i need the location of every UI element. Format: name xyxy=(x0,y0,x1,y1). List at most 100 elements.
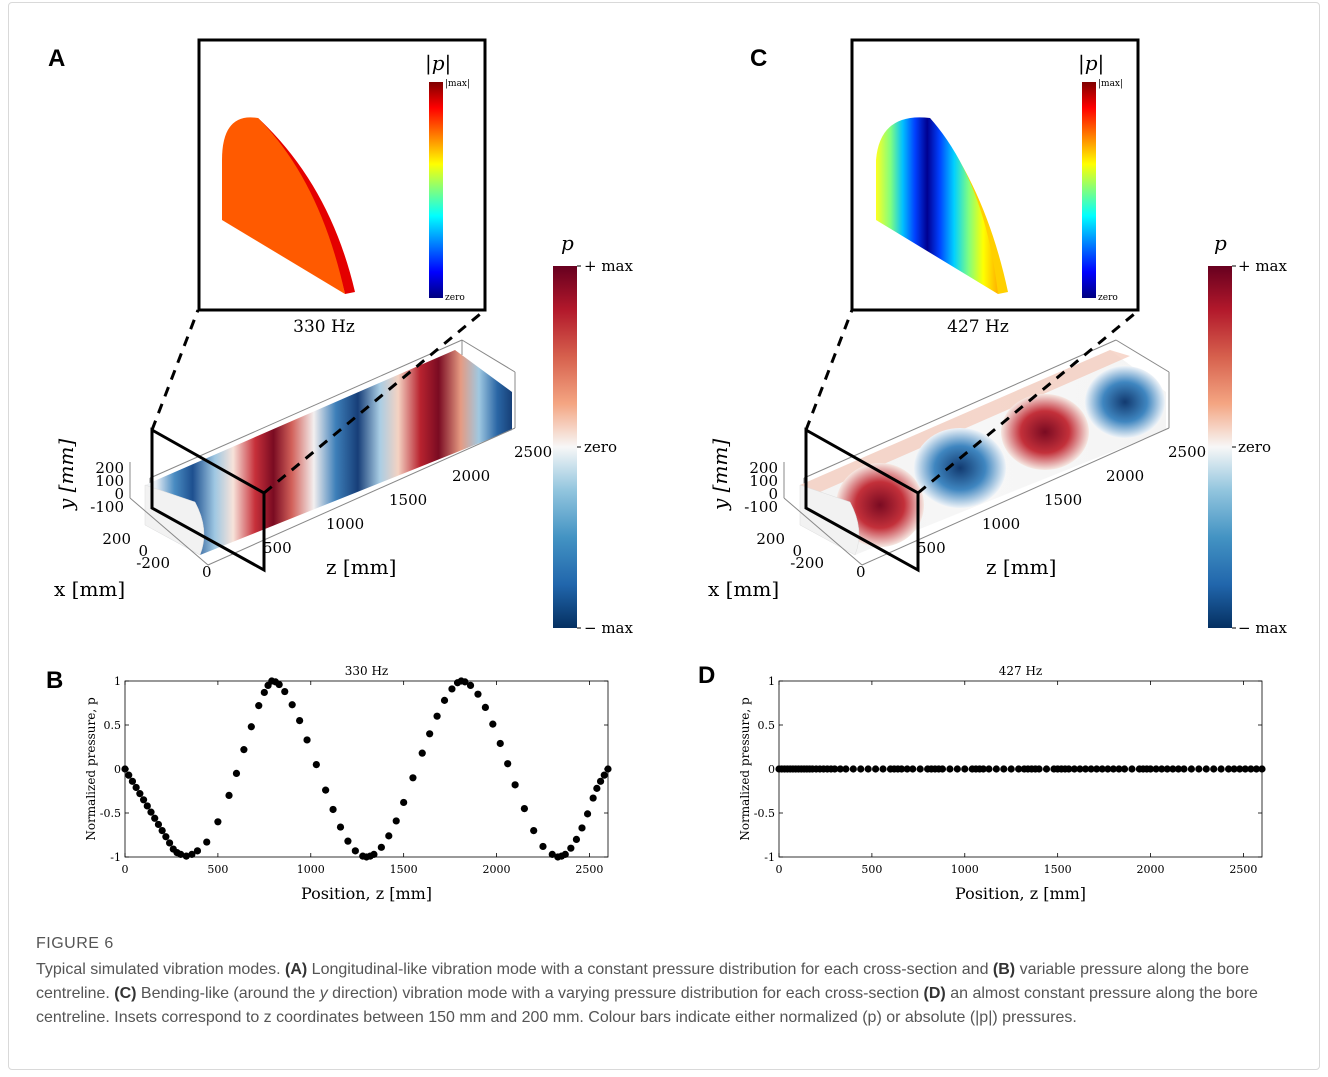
data-point xyxy=(232,769,241,778)
x-tick-c: 200 xyxy=(756,530,785,548)
data-point xyxy=(481,703,489,712)
data-point xyxy=(433,712,441,720)
data-point xyxy=(440,696,449,704)
axis-label-y-a: y [mm] xyxy=(54,439,78,511)
z-tick-c: 2500 xyxy=(1168,443,1206,461)
data-point xyxy=(370,850,378,858)
data-point xyxy=(255,702,263,710)
caption-text: variable pressure along the bore centrel… xyxy=(36,961,1250,1002)
data-point xyxy=(992,765,1000,773)
data-point xyxy=(143,802,151,810)
colorbar-a: p + max zero − max xyxy=(553,231,634,637)
caption-text: direction) vibration mode with a varying… xyxy=(327,985,924,1002)
data-point xyxy=(979,765,987,773)
y-tick-a: 100 xyxy=(95,472,124,490)
data-point xyxy=(1163,765,1171,773)
inset-c-frequency: 427 Hz xyxy=(947,317,1009,337)
data-point xyxy=(158,827,166,835)
y-tick-label: -0.5 xyxy=(100,807,121,820)
caption-text: Longitudinal-like vibration mode with a … xyxy=(307,961,993,978)
data-point xyxy=(1252,765,1261,773)
z-tick-a: 500 xyxy=(263,539,292,557)
x-tick-label: 1000 xyxy=(297,863,325,876)
x-tick-a: -200 xyxy=(136,554,170,572)
data-point xyxy=(496,739,504,748)
data-point xyxy=(147,808,155,816)
data-point xyxy=(177,850,185,858)
data-point xyxy=(1247,765,1255,773)
y-tick-label: -1 xyxy=(764,851,775,864)
data-point xyxy=(1081,765,1090,773)
inset-c-legend-title: |p| xyxy=(1078,51,1104,76)
y-tick-label: 0.5 xyxy=(104,719,122,732)
data-point xyxy=(985,765,993,773)
y-tick-label: 0 xyxy=(768,763,775,776)
data-point xyxy=(842,765,850,773)
data-point xyxy=(281,687,289,696)
colorbar-c-max: + max xyxy=(1238,257,1288,275)
data-point xyxy=(1202,765,1210,773)
data-point xyxy=(916,765,924,773)
y-tick-a: -100 xyxy=(90,498,124,516)
inset-a-legend-title: |p| xyxy=(425,51,451,76)
data-point xyxy=(162,833,170,841)
data-point xyxy=(132,783,140,792)
data-point xyxy=(831,765,839,773)
data-point xyxy=(275,680,283,689)
y-tick-c: 200 xyxy=(749,459,778,477)
data-point xyxy=(548,850,556,858)
data-point xyxy=(139,796,148,804)
caption-ref-a: (A) xyxy=(285,961,308,978)
x-tick-label: 0 xyxy=(776,863,783,876)
axis-label-y-c: y [mm] xyxy=(708,439,732,511)
panel-letter-c: C xyxy=(750,45,767,72)
inset-a: |p| |max| zero xyxy=(197,38,487,312)
data-point xyxy=(857,765,865,773)
y-tick-label: 0 xyxy=(114,763,121,776)
x-tick-a: 200 xyxy=(102,530,131,548)
axis-label-x-a: x [mm] xyxy=(54,577,125,601)
data-point xyxy=(1109,765,1117,773)
data-point xyxy=(1169,765,1177,773)
inset-a-legend-max: |max| xyxy=(445,79,470,89)
data-point xyxy=(1128,765,1136,773)
caption-text: Bending-like (around the xyxy=(136,985,320,1002)
data-point xyxy=(1042,765,1051,773)
y-tick-c: -100 xyxy=(744,498,778,516)
chart-title: 330 Hz xyxy=(345,664,389,678)
x-tick-label: 2500 xyxy=(1229,863,1257,876)
data-point xyxy=(511,781,519,789)
x-tick-label: 500 xyxy=(207,863,228,876)
data-point xyxy=(1070,765,1078,773)
caption-text: an almost constant pressure along the bo… xyxy=(36,985,1258,1026)
data-point xyxy=(1174,765,1183,773)
data-point xyxy=(903,765,911,773)
data-point xyxy=(1093,765,1101,773)
y-tick-label: 0.5 xyxy=(758,719,776,732)
colorbar-a-mid: zero xyxy=(584,438,617,456)
data-point xyxy=(946,765,954,773)
data-point xyxy=(864,765,872,773)
x-axis-label: Position, z [mm] xyxy=(955,884,1086,903)
z-tick-c: 500 xyxy=(917,539,946,557)
panel-letter-a: A xyxy=(48,45,65,72)
x-tick-label: 1500 xyxy=(1044,863,1072,876)
data-point xyxy=(1087,765,1095,773)
data-point xyxy=(1104,765,1112,773)
y-tick-label: 1 xyxy=(114,675,121,688)
data-point xyxy=(1230,765,1238,773)
data-point xyxy=(1007,765,1015,773)
data-point xyxy=(247,723,255,731)
inset-a-legend-min: zero xyxy=(445,293,465,303)
data-point xyxy=(596,777,605,785)
figure-frame xyxy=(8,2,1320,1070)
axis-label-z-c: z [mm] xyxy=(986,555,1056,579)
data-point xyxy=(504,760,512,768)
x-axis-label: Position, z [mm] xyxy=(301,884,432,903)
data-point xyxy=(1210,765,1218,773)
panel-letter-b: B xyxy=(46,667,63,694)
section-plane-c xyxy=(804,427,920,573)
data-point xyxy=(260,688,268,697)
data-point xyxy=(489,720,497,728)
colorbar-c: p + max zero − max xyxy=(1208,231,1288,637)
